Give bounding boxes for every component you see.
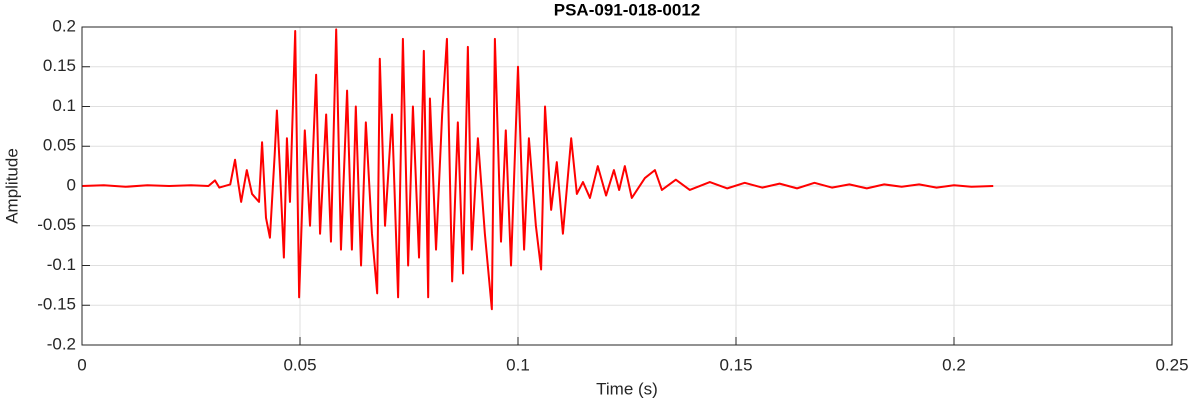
grid — [81, 26, 1173, 346]
plot-area — [81, 28, 994, 311]
x-tick-label: 0.2 — [942, 355, 966, 374]
x-tick-label: 0 — [77, 355, 86, 374]
y-tick-label: 0.05 — [43, 136, 76, 155]
x-tick-label: 0.15 — [719, 355, 752, 374]
y-tick-label: 0.1 — [52, 96, 76, 115]
chart-title: PSA-091-018-0012 — [554, 0, 700, 19]
y-tick-label: -0.15 — [37, 295, 76, 314]
y-tick-label: -0.05 — [37, 215, 76, 234]
y-axis-label: Amplitude — [2, 148, 21, 224]
x-tick-label: 0.05 — [283, 355, 316, 374]
y-tick-label: -0.1 — [47, 255, 76, 274]
y-tick-label: 0.15 — [43, 56, 76, 75]
y-tick-label: 0 — [67, 175, 76, 194]
y-tick-label: -0.2 — [47, 334, 76, 353]
y-tick-label: 0.2 — [52, 16, 76, 35]
x-axis-label: Time (s) — [596, 379, 658, 398]
x-tick-label: 0.25 — [1155, 355, 1188, 374]
x-tick-label: 0.1 — [506, 355, 530, 374]
axes-box — [81, 26, 1173, 346]
line-series — [81, 28, 994, 311]
